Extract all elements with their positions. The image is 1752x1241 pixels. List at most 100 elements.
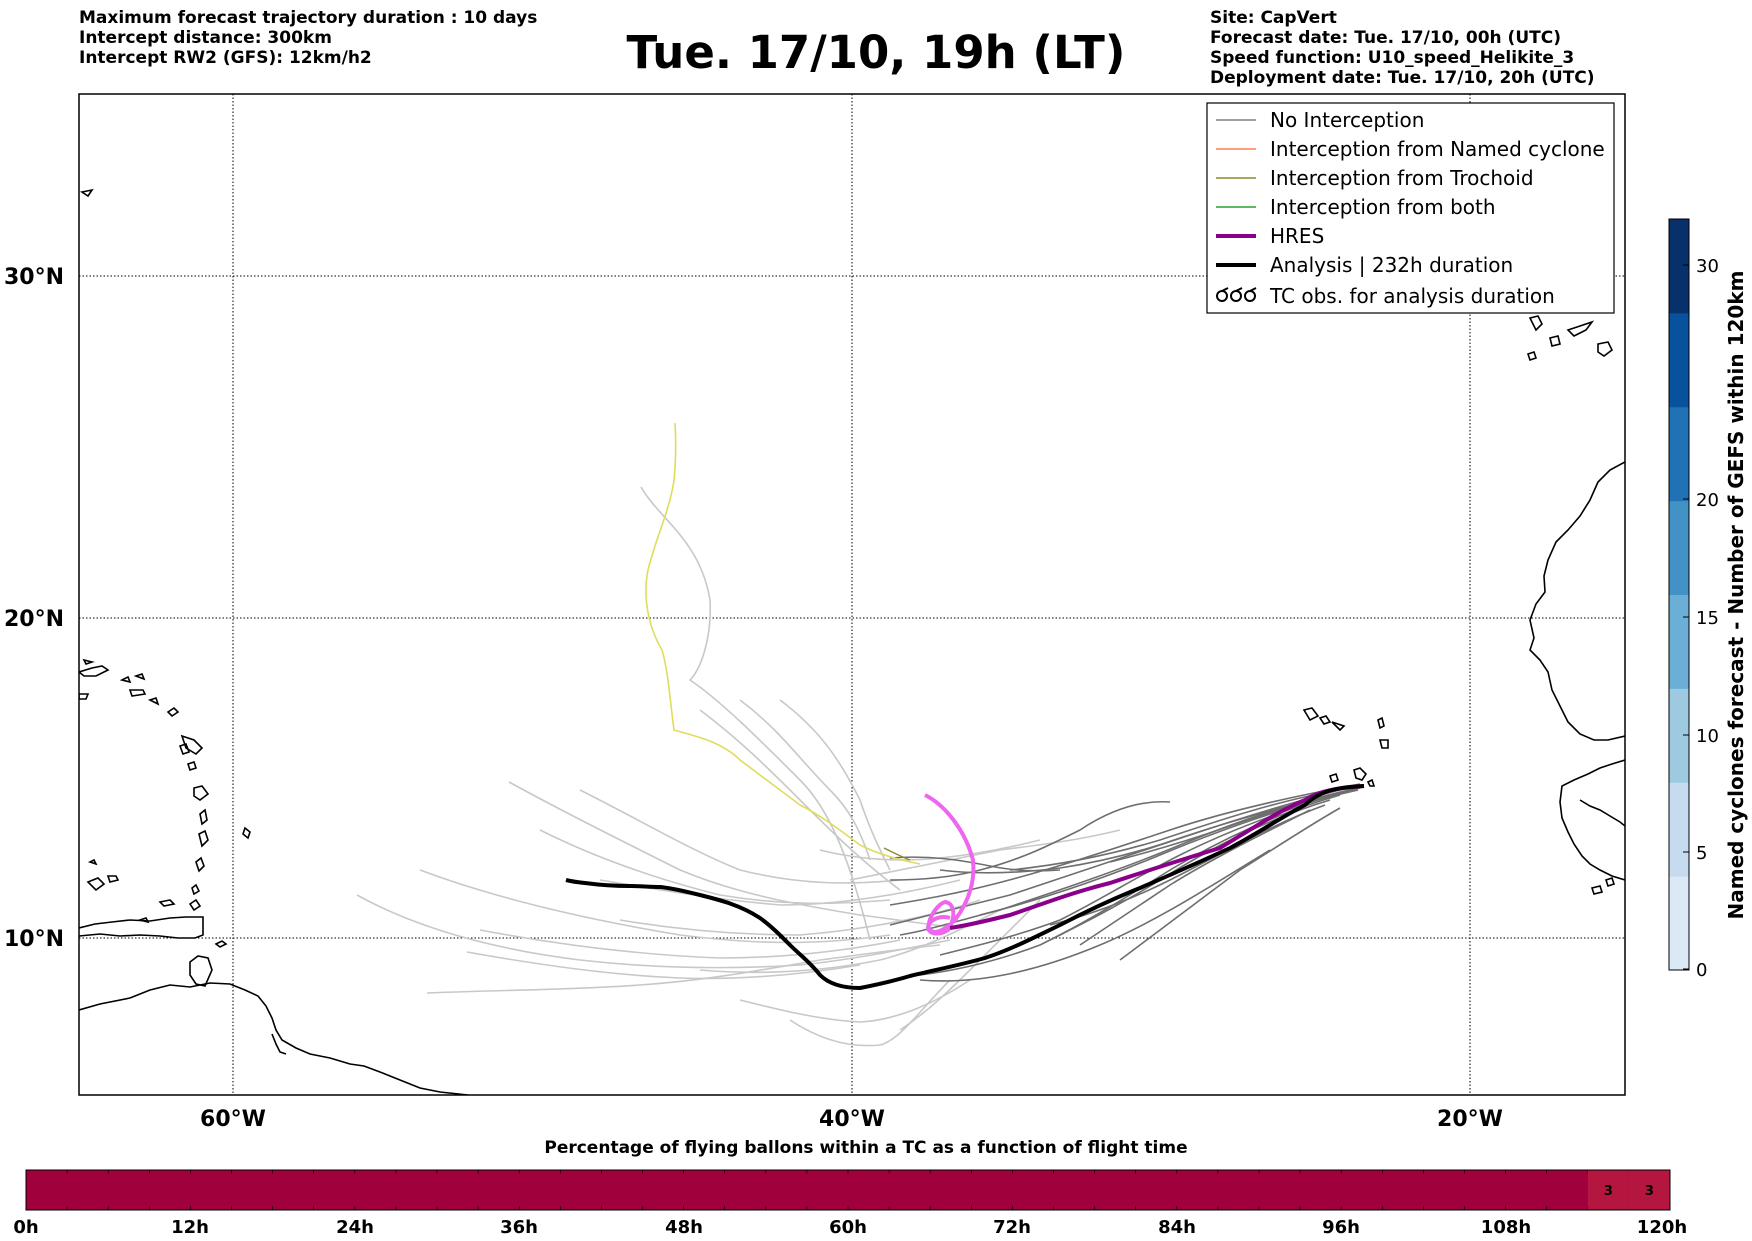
coast-south-america [79,982,469,1095]
island-virgin [166,706,180,718]
island-dominica [199,808,208,826]
legend-label: TC obs. for analysis duration [1269,284,1555,308]
island-curacao [106,875,120,883]
island-coast-small [137,917,150,924]
island-cv-santo-antao [1302,707,1320,722]
site-info: Site: CapVert Forecast date: Tue. 17/10,… [1210,8,1595,88]
timebar-title: Percentage of flying ballons within a TC… [544,1138,1187,1158]
setting-line: Intercept RW2 (GFS): 12km/h2 [79,48,372,68]
lat-tick-label: 30°N [4,265,64,290]
trajectory [849,829,1121,881]
timebar-tick: 12h [171,1217,209,1238]
page-title: Tue. 17/10, 19h (LT) [626,26,1126,79]
legend-label: Analysis | 232h duration [1270,253,1513,277]
timebar-cell-value: 3 [1645,1184,1654,1199]
coast-africa [1529,461,1625,741]
timebar-tick: 48h [665,1217,703,1238]
island-grenada [188,898,202,912]
island-barbados [242,826,251,840]
legend-label: HRES [1270,224,1324,248]
colorbar-segment [1669,876,1689,971]
trajectory [939,791,1346,874]
lon-tick-label: 60°W [200,1107,266,1132]
site-line: Speed function: U10_speed_Helikite_3 [1210,48,1575,68]
colorbar-segments [1669,219,1689,971]
trajectory [579,789,901,884]
island-anguilla [180,734,204,756]
timebar-tick: 120h [1637,1217,1687,1238]
timebar-tick: 72h [993,1217,1031,1238]
colorbar-tick: 20 [1696,490,1719,511]
timebar-frame [25,1169,1671,1211]
island-canary-4 [1597,341,1614,357]
island-canary-1 [1528,315,1543,332]
island-small-2 [133,673,146,681]
trajectory [739,979,971,1023]
island-cv-sal [1377,716,1385,730]
island-guadeloupe [193,785,210,801]
island-cv-santiago [1353,767,1368,781]
island-canary-2 [1549,335,1561,347]
island-cv-sao-vicente [1318,715,1332,725]
hres-trajectory-late [924,793,976,936]
trajectory [466,951,861,980]
timebar-fill [26,1170,1670,1210]
island-canary-3 [1566,320,1595,337]
setting-line: Maximum forecast trajectory duration : 1… [79,8,538,28]
colorbar-segment [1669,500,1689,595]
colorbar: 0 5 10 15 20 30 Named cyclones forecast … [1668,218,1748,981]
island-tobago [214,940,228,948]
trajectory [889,783,1361,906]
colorbar-tick: 10 [1696,726,1719,747]
timebar-tick: 24h [336,1217,374,1238]
colorbar-tick: 15 [1696,608,1719,629]
tc-symbol-icon [1216,287,1257,302]
trajectory [1049,804,1326,926]
timebar-tick: 60h [829,1217,867,1238]
island-trinidad [189,955,213,987]
trajectory [789,979,951,1047]
island-small-1 [119,675,132,684]
island-cuba-tip [79,693,90,700]
colorbar-tick-labels: 0 5 10 15 20 30 [1683,256,1719,981]
island-cv-sao-nicolau [1331,721,1346,732]
island-antigua [186,760,198,772]
island-canary-5 [1526,350,1538,362]
timebar-tick: 96h [1322,1217,1360,1238]
legend-label: Interception from Trochoid [1270,166,1534,190]
colorbar-segment [1669,782,1689,877]
coast-margarita [158,899,176,907]
island-guinea-2 [1590,885,1604,895]
island-st-lucia [195,856,205,873]
timebar-cell [1628,1170,1670,1210]
trajectory [889,800,1171,881]
trajectory [479,929,901,959]
timebar-tick: 84h [1158,1217,1196,1238]
timebar-tick: 108h [1481,1217,1531,1238]
colorbar-label: Named cyclones forecast - Number of GEFS… [1724,271,1748,920]
trajectory [979,789,1359,916]
coastlines [79,188,1625,1095]
trochoid-interception-segment [883,847,911,861]
legend-label: Interception from both [1270,195,1496,219]
trajectory [419,869,891,944]
island-aruba [86,877,106,892]
trajectory [356,894,951,969]
island-guinea-1 [1604,876,1616,888]
site-line: Deployment date: Tue. 17/10, 20h (UTC) [1210,68,1595,88]
trochoid-trajectory [645,422,921,865]
timebar-tick-labels: 0h 12h 24h 36h 48h 60h 72h 84h 96h 108h … [13,1217,1687,1238]
trajectory [1119,807,1341,961]
timebar-minor-ticks [66,1170,1630,1210]
site-line: Forecast date: Tue. 17/10, 00h (UTC) [1210,28,1561,48]
legend-label: No Interception [1270,108,1424,132]
colorbar-segment [1669,312,1689,408]
colorbar-tick: 5 [1696,843,1707,864]
island-st-vincent [191,883,201,896]
island-bahamas-1 [82,658,95,665]
island-cv-brava [1366,778,1376,787]
island-bonaire [87,858,98,866]
trajectory [699,709,901,891]
